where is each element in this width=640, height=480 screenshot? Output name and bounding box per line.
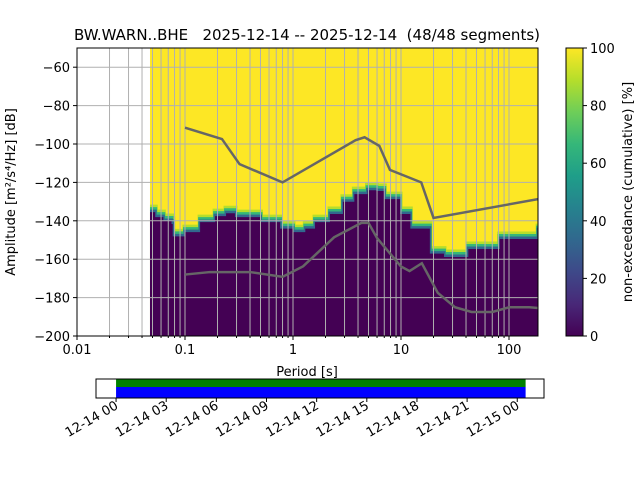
y-axis-label: Amplitude [m²/s⁴/Hz] [dB]: [4, 108, 19, 276]
ppsd-plot-area: 0.01 0.1 1 10 100 −60 −80 −100 −120 −140 −160 −180 −…: [34, 47, 539, 358]
plot-content: [77, 48, 538, 336]
timeline-bar-processed: [116, 379, 526, 387]
plot-frame: [76, 47, 539, 337]
timeline-tick-label: 12-15 00: [464, 398, 522, 440]
timeline-frame: [95, 378, 545, 399]
y-tick-label: −80: [43, 100, 70, 115]
y-tick-label: −100: [34, 138, 70, 153]
colorbar-tick-label: 100: [590, 42, 615, 57]
timeline-tick-label: 12-14 12: [264, 398, 322, 440]
colorbar-tick-label: 0: [590, 330, 598, 345]
y-tick-label: −160: [34, 253, 70, 268]
x-tick-label: 100: [497, 343, 522, 358]
timeline-tick-label: 12-14 15: [314, 398, 372, 440]
timeline-tick-label: 12-14 09: [213, 398, 271, 440]
timeline-tick-label: 12-14 18: [364, 398, 422, 440]
colorbar-tick-label: 40: [590, 215, 607, 230]
x-tick-label: 0.01: [63, 343, 92, 358]
timeline-tick-label: 12-14 03: [113, 398, 171, 440]
colorbar-tick-label: 20: [590, 272, 607, 287]
x-tick-label: 1: [289, 343, 297, 358]
y-tick-label: −120: [34, 176, 70, 191]
colorbar-tick-label: 60: [590, 157, 607, 172]
y-tick-label: −140: [34, 215, 70, 230]
y-tick-label: −200: [34, 330, 70, 345]
colorbar: 0 20 40 60 80 100: [565, 42, 615, 345]
timeline-tick-label: 12-14 00: [63, 398, 121, 440]
exceedance-0-region: [149, 190, 538, 336]
colorbar-tick-label: 80: [590, 100, 607, 115]
colorbar-gradient: [565, 47, 584, 337]
y-tick-label: −180: [34, 292, 70, 307]
x-tick-label: 10: [393, 343, 410, 358]
timeline-bar-data: [116, 387, 526, 398]
noise-model-nlnm: [184, 221, 538, 314]
colorbar-label: non-exceedance (cumulative) [%]: [621, 82, 636, 302]
chart-title: BW.WARN..BHE 2025-12-14 -- 2025-12-14 (4…: [74, 26, 540, 44]
noise-model-nhnm: [184, 126, 538, 220]
x-axis-label: Period [s]: [276, 365, 338, 380]
timeline-tick-label: 12-14 06: [163, 398, 221, 440]
x-tick-label: 0.1: [175, 343, 196, 358]
y-tick-label: −60: [43, 61, 70, 76]
timeline-tick-label: 12-14 21: [414, 398, 472, 440]
